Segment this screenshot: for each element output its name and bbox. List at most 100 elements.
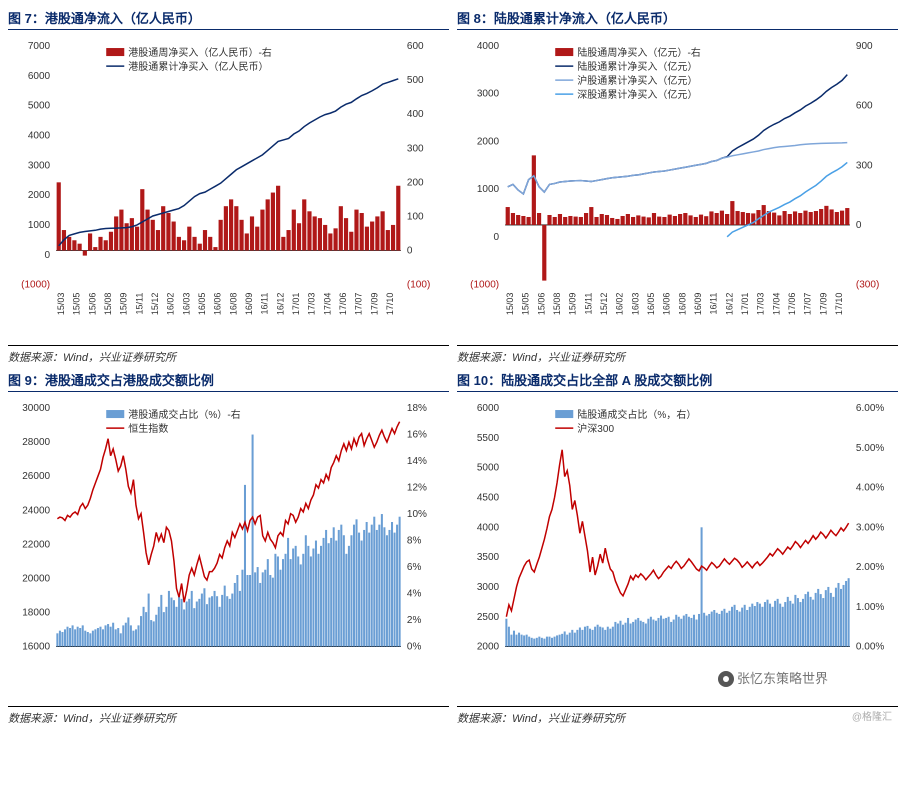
svg-text:16/09: 16/09 (693, 293, 703, 316)
svg-text:17/10: 17/10 (834, 293, 844, 316)
svg-text:6000: 6000 (477, 403, 500, 414)
svg-text:17/04: 17/04 (322, 293, 332, 316)
panel-7: 图 7：港股通净流入（亿人民币） (1000)01000200030004000… (8, 8, 449, 366)
svg-text:15/09: 15/09 (568, 293, 578, 316)
svg-text:1000: 1000 (477, 184, 500, 195)
svg-text:2.00%: 2.00% (856, 562, 884, 573)
svg-text:港股通累计净买入（亿人民币）: 港股通累计净买入（亿人民币） (128, 60, 268, 73)
svg-text:0: 0 (494, 232, 500, 243)
svg-text:15/05: 15/05 (521, 293, 531, 316)
svg-text:4000: 4000 (477, 522, 500, 533)
svg-text:15/11: 15/11 (583, 293, 593, 315)
svg-text:300: 300 (856, 160, 873, 171)
svg-text:200: 200 (407, 177, 424, 188)
svg-text:17/10: 17/10 (385, 293, 395, 316)
chart-10: 2000250030003500400045005000550060000.00… (457, 394, 898, 705)
svg-text:16/06: 16/06 (213, 293, 223, 316)
svg-text:陆股通成交占比（%，右）: 陆股通成交占比（%，右） (577, 408, 696, 421)
source-text: 数据来源：Wind，兴业证券研究所 (8, 713, 176, 725)
source-text: 数据来源：Wind，兴业证券研究所 (457, 713, 625, 725)
svg-text:(1000): (1000) (21, 280, 50, 291)
svg-text:16/12: 16/12 (724, 293, 734, 316)
svg-text:600: 600 (407, 41, 424, 52)
svg-text:陆股通周净买入（亿元）-右: 陆股通周净买入（亿元）-右 (577, 46, 701, 59)
svg-text:15/06: 15/06 (536, 293, 546, 316)
chart-title: 图 8：陆股通累计净流入（亿人民币） (457, 8, 676, 27)
svg-text:17/01: 17/01 (740, 293, 750, 316)
svg-text:15/12: 15/12 (150, 293, 160, 316)
svg-text:24000: 24000 (22, 505, 50, 516)
svg-text:3500: 3500 (477, 552, 500, 563)
svg-text:20000: 20000 (22, 573, 50, 584)
svg-text:900: 900 (856, 41, 873, 52)
chart-title-row: 图 9：港股通成交占港股成交额比例 (8, 370, 449, 392)
svg-text:12%: 12% (407, 482, 427, 493)
svg-text:2000: 2000 (28, 190, 51, 201)
chart-9: 1600018000200002200024000260002800030000… (8, 394, 449, 705)
svg-text:16/11: 16/11 (709, 293, 719, 315)
svg-text:500: 500 (407, 75, 424, 86)
svg-text:4%: 4% (407, 588, 422, 599)
svg-text:17/03: 17/03 (307, 293, 317, 316)
svg-text:15/11: 15/11 (134, 293, 144, 315)
svg-text:16/05: 16/05 (646, 293, 656, 316)
source-text: 数据来源：Wind，兴业证券研究所 (8, 352, 176, 364)
svg-text:16000: 16000 (22, 641, 50, 652)
svg-text:16/08: 16/08 (228, 293, 238, 316)
svg-text:沪股通累计净买入（亿元）: 沪股通累计净买入（亿元） (577, 74, 697, 87)
svg-text:恒生指数: 恒生指数 (128, 422, 168, 435)
svg-text:16/02: 16/02 (166, 293, 176, 316)
svg-text:10%: 10% (407, 509, 427, 520)
svg-text:3000: 3000 (28, 160, 51, 171)
svg-text:5.00%: 5.00% (856, 442, 884, 453)
svg-text:3000: 3000 (477, 89, 500, 100)
svg-text:17/04: 17/04 (771, 293, 781, 316)
svg-text:5500: 5500 (477, 433, 500, 444)
svg-text:6.00%: 6.00% (856, 403, 884, 414)
svg-text:16/11: 16/11 (260, 293, 270, 315)
svg-text:2000: 2000 (477, 641, 500, 652)
panel-10: 图 10：陆股通成交占比全部 A 股成交额比例 2000250030003500… (457, 370, 898, 728)
svg-text:1000: 1000 (28, 220, 51, 231)
svg-text:15/12: 15/12 (599, 293, 609, 316)
chart-title-row: 图 8：陆股通累计净流入（亿人民币） (457, 8, 898, 30)
svg-text:5000: 5000 (28, 101, 51, 112)
chart-title: 图 9：港股通成交占港股成交额比例 (8, 370, 214, 389)
chart-8: (1000)01000200030004000(300)030060090015… (457, 32, 898, 343)
svg-text:16/09: 16/09 (244, 293, 254, 316)
panel-9: 图 9：港股通成交占港股成交额比例 1600018000200002200024… (8, 370, 449, 728)
svg-text:17/09: 17/09 (369, 293, 379, 316)
svg-text:17/09: 17/09 (818, 293, 828, 316)
svg-text:2500: 2500 (477, 611, 500, 622)
svg-text:16/12: 16/12 (275, 293, 285, 316)
watermark-author: 张忆东策略世界 (718, 668, 828, 688)
svg-text:16%: 16% (407, 429, 427, 440)
svg-text:15/03: 15/03 (56, 293, 66, 316)
svg-text:15/06: 15/06 (87, 293, 97, 316)
svg-text:15/09: 15/09 (119, 293, 129, 316)
svg-text:4000: 4000 (477, 41, 500, 52)
svg-text:300: 300 (407, 143, 424, 154)
svg-text:16/02: 16/02 (615, 293, 625, 316)
svg-text:14%: 14% (407, 456, 427, 467)
svg-text:(300): (300) (856, 280, 879, 291)
source-row: 数据来源：Wind，兴业证券研究所 (8, 345, 449, 366)
svg-text:6000: 6000 (28, 71, 51, 82)
svg-text:陆股通累计净买入（亿元）: 陆股通累计净买入（亿元） (577, 60, 697, 73)
svg-text:100: 100 (407, 211, 424, 222)
svg-text:15/08: 15/08 (552, 293, 562, 316)
svg-text:15/05: 15/05 (72, 293, 82, 316)
svg-text:28000: 28000 (22, 437, 50, 448)
svg-text:(100): (100) (407, 280, 430, 291)
svg-text:6%: 6% (407, 562, 422, 573)
svg-text:17/03: 17/03 (756, 293, 766, 316)
svg-text:600: 600 (856, 101, 873, 112)
svg-text:港股通周净买入（亿人民币）-右: 港股通周净买入（亿人民币）-右 (128, 46, 272, 59)
svg-text:2%: 2% (407, 615, 422, 626)
svg-text:深股通累计净买入（亿元）: 深股通累计净买入（亿元） (577, 88, 697, 101)
svg-text:港股通成交占比（%）-右: 港股通成交占比（%）-右 (128, 408, 240, 421)
svg-text:0.00%: 0.00% (856, 641, 884, 652)
svg-text:8%: 8% (407, 535, 422, 546)
svg-text:26000: 26000 (22, 471, 50, 482)
source-row: 数据来源：Wind，兴业证券研究所 (457, 345, 898, 366)
